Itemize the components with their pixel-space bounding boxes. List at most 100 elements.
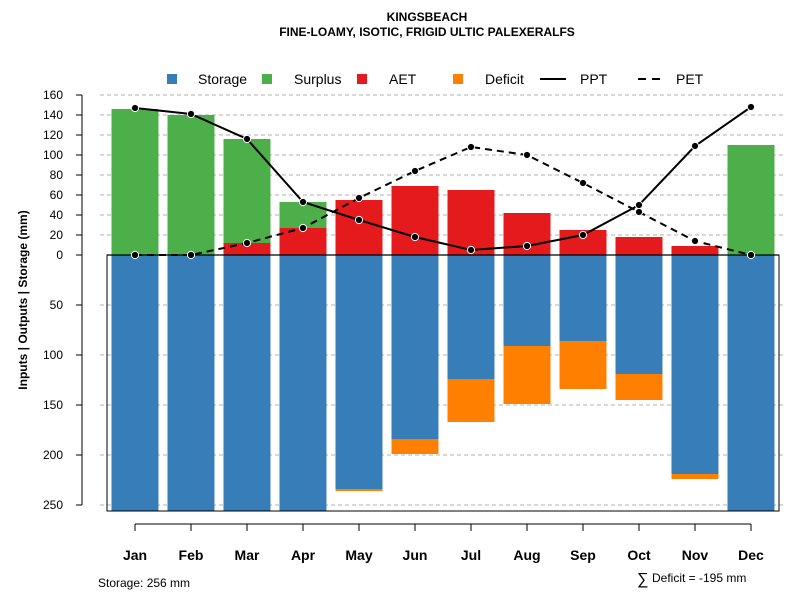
y-tick-label: 250 <box>43 498 63 512</box>
pet-point <box>578 178 588 188</box>
legend-swatch-storage <box>167 74 177 84</box>
deficit-sum-symbol: ∑ <box>637 571 648 588</box>
ppt-point <box>466 245 476 255</box>
deficit-bar <box>671 474 719 479</box>
y-tick-label: 50 <box>50 298 64 312</box>
deficit-bar <box>391 439 439 454</box>
x-tick-label-jan: Jan <box>123 547 147 563</box>
axes: 0 20 40 60 80 100 120 140 160 50 100 150 200 250 Jan Fe… <box>43 88 764 563</box>
aet-bar <box>391 186 439 255</box>
y-tick-label: 140 <box>43 108 63 122</box>
legend-label-pet: PET <box>676 71 704 87</box>
x-tick-label-mar: Mar <box>235 547 260 563</box>
ppt-point <box>690 141 700 151</box>
storage-bar <box>111 255 159 511</box>
pet-point <box>186 250 196 260</box>
y-tick-label: 160 <box>43 88 63 102</box>
ppt-point <box>578 230 588 240</box>
ppt-point <box>130 103 140 113</box>
y-tick-label: 120 <box>43 128 63 142</box>
legend-label-deficit: Deficit <box>485 71 524 87</box>
deficit-bar <box>503 346 551 404</box>
ppt-point <box>522 241 532 251</box>
x-tick-label-oct: Oct <box>627 547 651 563</box>
x-tick-label-nov: Nov <box>682 547 709 563</box>
chart-title: KINGSBEACH <box>387 10 468 24</box>
legend-label-storage: Storage <box>198 71 247 87</box>
storage-bar <box>727 255 775 511</box>
pet-point <box>130 250 140 260</box>
ppt-point <box>298 197 308 207</box>
aet-bar <box>335 200 383 255</box>
storage-bar <box>503 255 551 346</box>
surplus-bar <box>223 139 271 243</box>
x-tick-label-feb: Feb <box>179 547 204 563</box>
surplus-bar <box>167 115 215 255</box>
pet-point <box>410 166 420 176</box>
pet-point <box>634 207 644 217</box>
pet-point <box>746 250 756 260</box>
pet-point <box>354 193 364 203</box>
deficit-bar <box>335 489 383 491</box>
y-tick-label: 40 <box>50 208 64 222</box>
storage-bar <box>167 255 215 511</box>
y-tick-label: 20 <box>50 228 64 242</box>
surplus-bar <box>727 145 775 255</box>
series-lines <box>130 102 756 260</box>
y-tick-label: 0 <box>56 248 63 262</box>
deficit-bar <box>559 341 607 389</box>
deficit-annotation: Deficit = -195 mm <box>652 571 746 585</box>
legend-label-aet: AET <box>389 71 417 87</box>
storage-bar <box>279 255 327 511</box>
y-tick-label: 200 <box>43 448 63 462</box>
y-tick-label: 80 <box>50 168 64 182</box>
y-tick-label: 100 <box>43 348 63 362</box>
pet-point <box>298 223 308 233</box>
legend-swatch-aet <box>357 74 367 84</box>
plot-frame <box>106 254 780 512</box>
bars <box>111 109 775 511</box>
ppt-point <box>242 134 252 144</box>
legend-label-surplus: Surplus <box>294 71 341 87</box>
aet-bar <box>671 246 719 255</box>
aet-bar <box>279 228 327 255</box>
y-tick-label: 150 <box>43 398 63 412</box>
aet-bar <box>615 237 663 255</box>
ppt-point <box>354 215 364 225</box>
storage-bar <box>335 255 383 489</box>
deficit-bar <box>447 379 495 422</box>
storage-bar <box>391 255 439 439</box>
deficit-bar <box>615 374 663 400</box>
x-tick-label-jul: Jul <box>461 547 481 563</box>
chart-subtitle: FINE-LOAMY, ISOTIC, FRIGID ULTIC PALEXER… <box>279 25 575 39</box>
pet-point <box>690 236 700 246</box>
x-tick-label-jun: Jun <box>403 547 428 563</box>
storage-bar <box>223 255 271 511</box>
storage-bar <box>671 255 719 474</box>
x-tick-label-sep: Sep <box>570 547 596 563</box>
storage-bar <box>447 255 495 379</box>
legend-swatch-deficit <box>453 74 463 84</box>
pet-line <box>135 145 752 256</box>
x-tick-label-dec: Dec <box>738 547 764 563</box>
legend-label-ppt: PPT <box>580 71 608 87</box>
storage-annotation: Storage: 256 mm <box>98 576 190 590</box>
x-tick-label-aug: Aug <box>513 547 540 563</box>
ppt-point <box>746 102 756 112</box>
storage-bar <box>615 255 663 374</box>
surplus-bar <box>111 109 159 255</box>
legend-swatch-surplus <box>262 74 272 84</box>
x-tick-label-apr: Apr <box>291 547 316 563</box>
ppt-line <box>134 106 752 252</box>
pet-point <box>466 142 476 152</box>
ppt-point <box>634 200 644 210</box>
y-axis-label: Inputs | Outputs | Storage (mm) <box>16 210 30 389</box>
legend: Storage Surplus AET Deficit PPT PET <box>167 71 704 87</box>
pet-point <box>242 238 252 248</box>
y-tick-label: 60 <box>50 188 64 202</box>
ppt-point <box>186 109 196 119</box>
x-tick-label-may: May <box>345 547 372 563</box>
y-tick-label: 100 <box>43 148 63 162</box>
ppt-point <box>410 232 420 242</box>
